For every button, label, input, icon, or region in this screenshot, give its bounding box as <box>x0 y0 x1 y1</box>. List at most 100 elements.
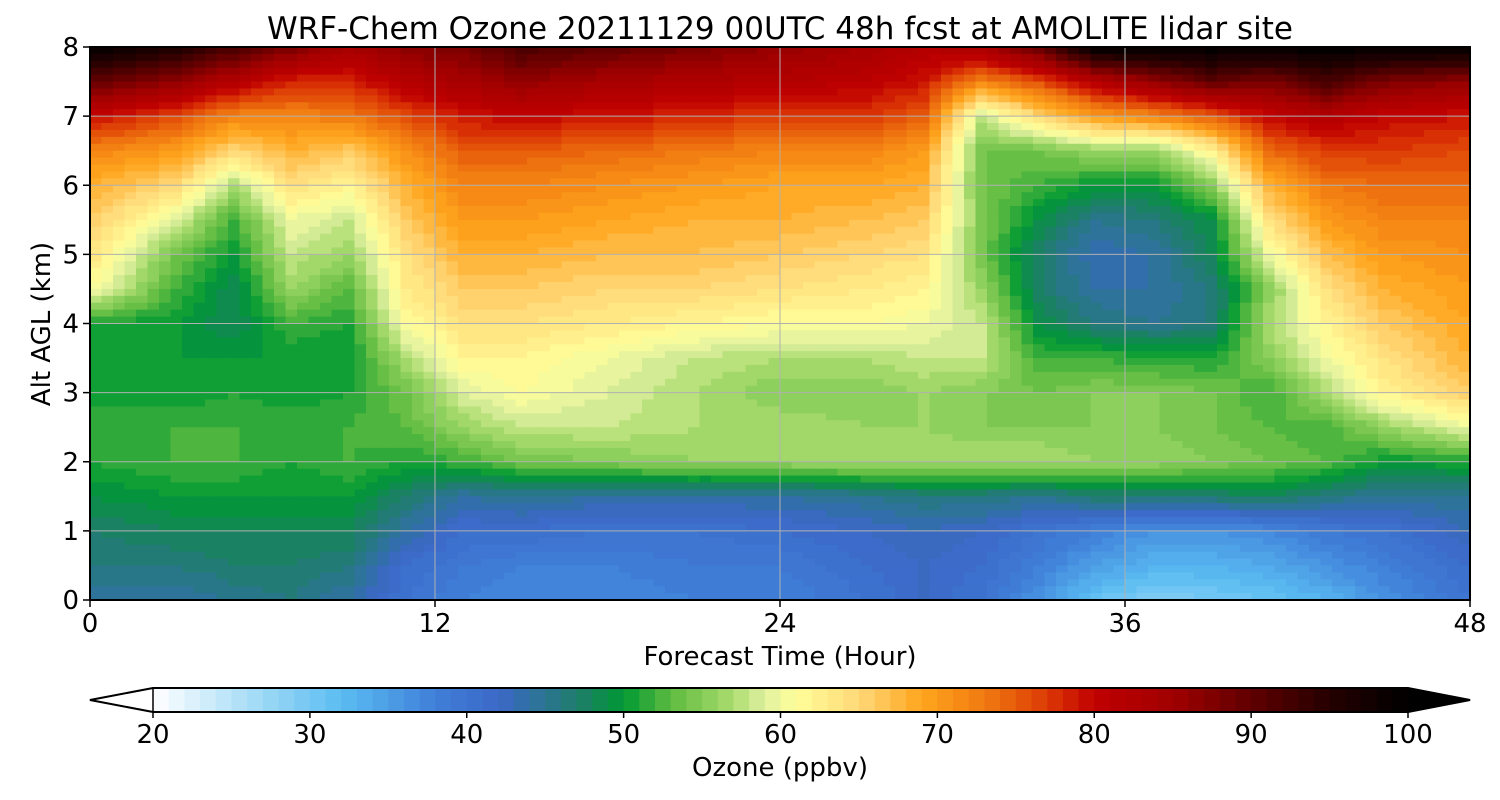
heatmap-cell <box>366 282 379 290</box>
heatmap-cell <box>1447 316 1460 325</box>
heatmap-cell <box>446 53 459 62</box>
heatmap-cell <box>1274 205 1287 214</box>
heatmap-cell <box>1102 164 1115 173</box>
heatmap-cell <box>469 143 482 152</box>
heatmap-cell <box>1194 275 1207 283</box>
heatmap-cell <box>1148 178 1161 186</box>
heatmap-cell <box>1021 171 1034 179</box>
heatmap-cell <box>665 171 678 179</box>
heatmap-cell <box>711 60 724 69</box>
heatmap-cell <box>193 192 206 200</box>
heatmap-cell <box>734 178 747 186</box>
heatmap-cell <box>1378 88 1391 96</box>
heatmap-cell <box>159 171 172 179</box>
heatmap-cell <box>918 164 931 173</box>
heatmap-cell <box>515 316 528 325</box>
heatmap-cell <box>1217 109 1230 117</box>
heatmap-cell <box>998 323 1011 332</box>
heatmap-cell <box>780 129 793 138</box>
heatmap-cell <box>182 268 195 276</box>
heatmap-cell <box>331 95 344 103</box>
heatmap-cell <box>975 171 988 179</box>
heatmap-cell <box>331 288 344 297</box>
heatmap-cell <box>895 282 908 290</box>
heatmap-cell <box>216 88 229 96</box>
heatmap-cell <box>849 95 862 103</box>
heatmap-cell <box>814 282 827 290</box>
heatmap-cell <box>515 309 528 318</box>
heatmap-cell <box>699 185 712 193</box>
heatmap-cell <box>239 102 252 110</box>
heatmap-cell <box>1194 205 1207 214</box>
heatmap-cell <box>159 47 172 55</box>
heatmap-cell <box>1194 199 1207 207</box>
heatmap-cell <box>688 323 701 332</box>
heatmap-cell <box>1332 157 1345 166</box>
heatmap-cell <box>768 88 781 96</box>
heatmap-cell <box>1435 88 1448 96</box>
heatmap-cell <box>1113 212 1126 221</box>
heatmap-cell <box>228 74 241 83</box>
heatmap-cell <box>377 185 390 193</box>
heatmap-cell <box>607 81 620 90</box>
heatmap-cell <box>423 123 436 131</box>
heatmap-cell <box>481 205 494 214</box>
heatmap-cell <box>469 309 482 318</box>
heatmap-cell <box>1136 143 1149 152</box>
heatmap-cell <box>1412 95 1425 103</box>
heatmap-cell <box>274 316 287 325</box>
heatmap-cell <box>1228 143 1241 152</box>
heatmap-cell <box>423 295 436 304</box>
heatmap-cell <box>561 81 574 90</box>
heatmap-cell <box>412 323 425 332</box>
heatmap-cell <box>952 123 965 131</box>
heatmap-cell <box>1355 74 1368 83</box>
heatmap-cell <box>1067 164 1080 173</box>
heatmap-cell <box>1263 309 1276 318</box>
heatmap-cell <box>1332 109 1345 117</box>
heatmap-cell <box>814 95 827 103</box>
heatmap-cell <box>113 74 126 83</box>
heatmap-cell <box>515 47 528 55</box>
heatmap-cell <box>1136 316 1149 325</box>
heatmap-cell <box>1355 67 1368 76</box>
heatmap-cell <box>757 254 770 262</box>
heatmap-cell <box>389 178 402 186</box>
heatmap-cell <box>101 143 114 152</box>
heatmap-cell <box>1240 88 1253 96</box>
heatmap-cell <box>1274 81 1287 90</box>
heatmap-cell <box>952 53 965 62</box>
heatmap-cell <box>906 233 919 242</box>
heatmap-cell <box>780 136 793 145</box>
heatmap-cell <box>607 185 620 193</box>
heatmap-cell <box>906 268 919 276</box>
heatmap-cell <box>573 47 586 55</box>
heatmap-cell <box>446 254 459 262</box>
heatmap-cell <box>1194 143 1207 152</box>
heatmap-cell <box>1401 150 1414 159</box>
heatmap-cell <box>573 164 586 173</box>
heatmap-cell <box>596 219 609 228</box>
heatmap-cell <box>1010 302 1023 311</box>
heatmap-cell <box>745 143 758 152</box>
heatmap-cell <box>722 47 735 55</box>
heatmap-cell <box>711 109 724 117</box>
heatmap-cell <box>918 330 931 338</box>
heatmap-cell <box>895 67 908 76</box>
heatmap-cell <box>1435 240 1448 249</box>
heatmap-cell <box>228 88 241 96</box>
heatmap-cell <box>308 309 321 318</box>
heatmap-cell <box>1182 295 1195 304</box>
heatmap-cell <box>964 254 977 262</box>
heatmap-cell <box>1182 302 1195 311</box>
heatmap-cell <box>308 268 321 276</box>
heatmap-cell <box>1389 178 1402 186</box>
heatmap-cell <box>1125 205 1138 214</box>
heatmap-cell <box>1332 164 1345 173</box>
heatmap-cell <box>193 157 206 166</box>
heatmap-cell <box>1424 275 1437 283</box>
heatmap-cell <box>377 53 390 62</box>
heatmap-cell <box>412 192 425 200</box>
heatmap-cell <box>101 212 114 221</box>
heatmap-cell <box>1217 123 1230 131</box>
